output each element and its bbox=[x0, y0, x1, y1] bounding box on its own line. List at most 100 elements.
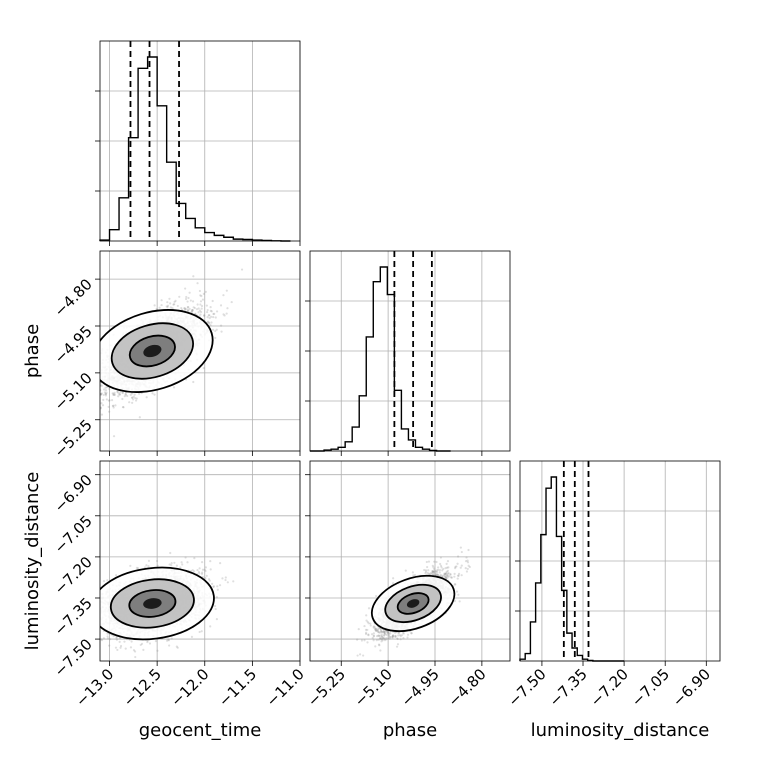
scatter-point bbox=[116, 390, 119, 394]
scatter-point bbox=[198, 567, 201, 570]
scatter-point bbox=[89, 614, 91, 616]
scatter-point bbox=[200, 630, 203, 633]
scatter-point bbox=[104, 386, 107, 389]
scatter-point bbox=[113, 393, 116, 396]
scatter-point bbox=[89, 623, 91, 625]
scatter-point bbox=[118, 393, 121, 396]
scatter-point bbox=[198, 572, 201, 575]
scatter-point bbox=[101, 404, 105, 407]
scatter-point bbox=[95, 360, 97, 362]
scatter-point bbox=[200, 572, 204, 575]
y-axis-phase: −5.25−5.10−4.95−4.80 bbox=[51, 275, 100, 461]
scatter-point bbox=[100, 392, 103, 395]
scatter-point bbox=[168, 297, 171, 300]
scatter-point bbox=[130, 640, 133, 643]
scatter-point bbox=[94, 393, 96, 395]
scatter-point bbox=[200, 304, 204, 308]
scatter-point bbox=[138, 416, 141, 419]
scatter-point bbox=[94, 632, 96, 634]
scatter-point bbox=[90, 395, 92, 397]
scatter-point bbox=[173, 561, 176, 564]
scatter-point bbox=[121, 397, 124, 401]
scatter-point bbox=[153, 304, 156, 307]
scatter-point bbox=[97, 379, 99, 381]
scatter-point bbox=[78, 628, 80, 630]
scatter-point bbox=[168, 644, 171, 647]
scatter-point bbox=[96, 389, 98, 391]
scatter-point bbox=[223, 314, 226, 317]
scatter-point bbox=[184, 308, 187, 312]
scatter-point bbox=[225, 289, 228, 292]
scatter-point bbox=[199, 303, 202, 306]
scatter-point bbox=[114, 404, 117, 407]
scatter-point bbox=[85, 412, 87, 414]
scatter-point bbox=[96, 633, 98, 635]
x-axis-geocent_time bbox=[109, 241, 301, 246]
scatter-point bbox=[117, 392, 120, 395]
scatter-point bbox=[94, 628, 96, 630]
scatter-point bbox=[174, 299, 177, 302]
scatter-point bbox=[219, 304, 223, 307]
scatter-point bbox=[76, 416, 78, 418]
scatter-point bbox=[119, 391, 122, 394]
scatter-point bbox=[95, 395, 97, 397]
scatter-point bbox=[208, 322, 211, 325]
scatter-point bbox=[112, 392, 115, 395]
scatter-point bbox=[190, 310, 194, 313]
scatter-point bbox=[123, 394, 126, 398]
scatter-point bbox=[121, 391, 125, 394]
scatter-geocent_time-phase bbox=[76, 268, 244, 438]
scatter-point bbox=[206, 316, 209, 319]
scatter-point bbox=[104, 392, 108, 396]
scatter-point bbox=[134, 399, 138, 402]
scatter-point bbox=[134, 397, 137, 400]
scatter-point bbox=[198, 289, 201, 293]
scatter-point bbox=[117, 395, 120, 398]
scatter-point bbox=[105, 398, 108, 401]
scatter-point bbox=[108, 644, 111, 647]
scatter-point bbox=[132, 398, 135, 401]
scatter-point bbox=[224, 578, 227, 582]
scatter-point bbox=[121, 405, 125, 409]
scatter-point bbox=[212, 312, 215, 316]
scatter-point bbox=[151, 392, 154, 395]
scatter-point bbox=[166, 301, 169, 304]
scatter-point bbox=[192, 306, 195, 309]
scatter-point bbox=[156, 564, 159, 567]
scatter-point bbox=[97, 393, 99, 395]
scatter-point bbox=[77, 364, 79, 366]
scatter-point bbox=[98, 373, 100, 375]
scatter-point bbox=[104, 389, 108, 392]
scatter-point bbox=[83, 628, 85, 630]
scatter-point bbox=[145, 564, 148, 567]
panel-frame bbox=[99, 250, 301, 452]
scatter-point bbox=[147, 565, 150, 568]
scatter-point bbox=[186, 300, 189, 303]
scatter-point bbox=[225, 312, 228, 315]
scatter-point bbox=[100, 413, 104, 416]
scatter-point bbox=[169, 302, 172, 305]
scatter-point bbox=[147, 559, 151, 563]
scatter-point bbox=[180, 561, 183, 564]
scatter-point bbox=[146, 640, 149, 644]
scatter-point bbox=[173, 303, 176, 306]
scatter-point bbox=[215, 618, 218, 621]
scatter-point bbox=[169, 551, 172, 555]
scatter-point bbox=[102, 637, 105, 640]
scatter-point bbox=[96, 624, 98, 626]
y-tick-label: −5.10 bbox=[51, 369, 96, 414]
scatter-point bbox=[94, 387, 96, 389]
scatter-point bbox=[186, 305, 189, 309]
scatter-point bbox=[102, 398, 105, 402]
x-axis-geocent_time bbox=[109, 451, 301, 456]
scatter-point bbox=[107, 399, 111, 402]
scatter-point bbox=[209, 306, 212, 309]
scatter-point bbox=[90, 587, 92, 589]
scatter-point bbox=[106, 632, 109, 635]
scatter-point bbox=[89, 399, 91, 401]
scatter-point bbox=[112, 635, 115, 638]
scatter-point bbox=[214, 336, 217, 340]
scatter-point bbox=[93, 364, 95, 366]
scatter-point bbox=[160, 303, 163, 307]
scatter-point bbox=[96, 615, 98, 617]
